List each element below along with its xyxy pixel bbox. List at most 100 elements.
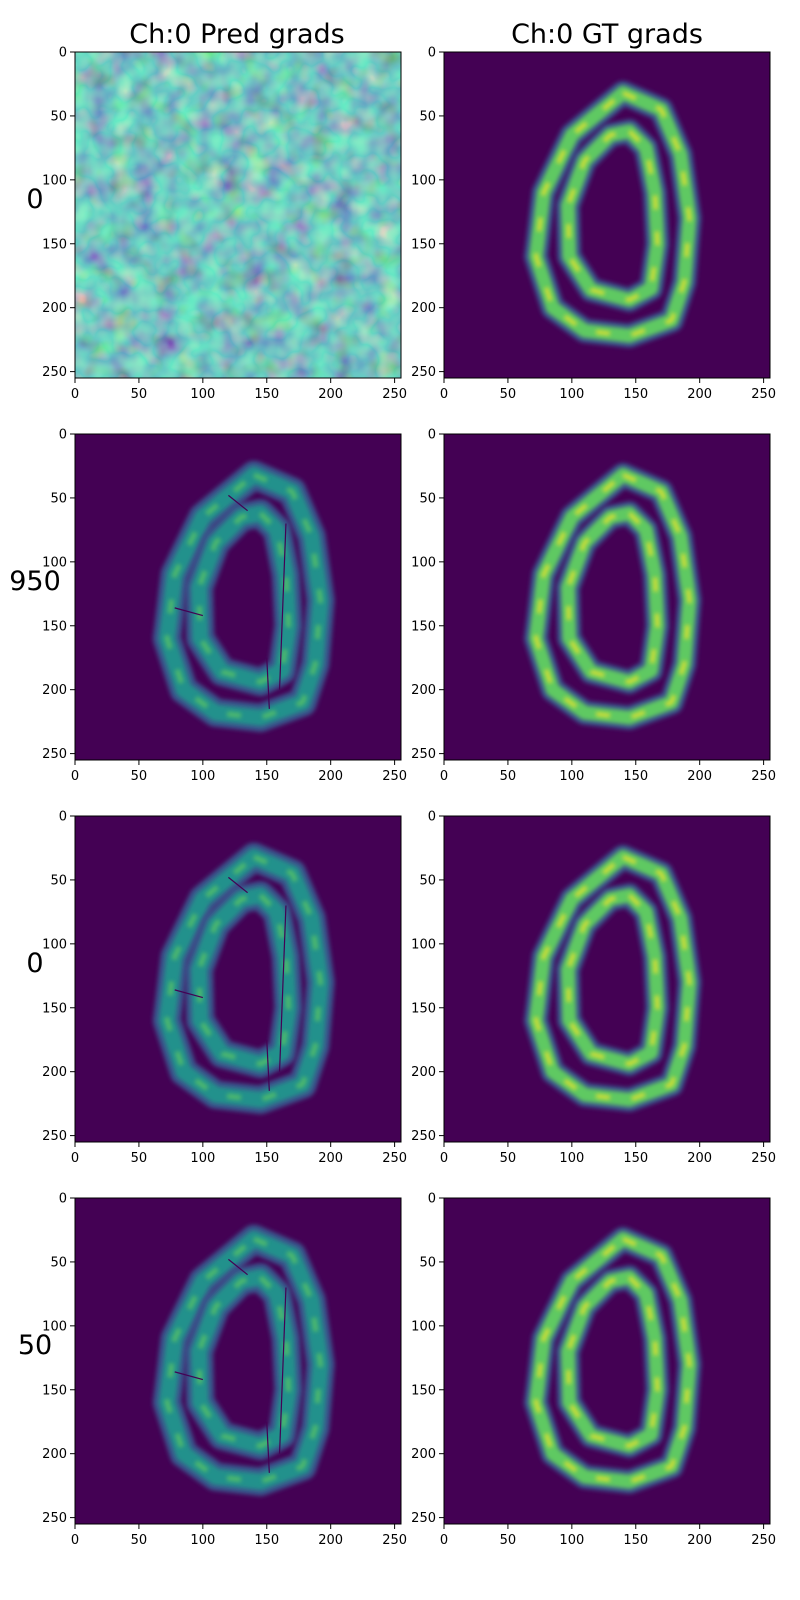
x-tick-label: 0: [71, 769, 79, 784]
gradient-seam: [228, 876, 248, 894]
x-tick-label: 200: [687, 1151, 712, 1166]
y-tick-label: 200: [411, 301, 436, 316]
heatmap-image: [444, 816, 770, 1142]
axes-frame: [443, 815, 771, 1143]
x-tick-label: 150: [623, 1151, 648, 1166]
subplot-r3-c1: 0 50 100 150 200 250 0 50 100 150 200 250: [411, 1192, 776, 1549]
x-tick-label: 50: [500, 769, 517, 784]
gradient-seam: [228, 494, 248, 512]
y-tick-label: 0: [428, 1192, 436, 1207]
y-tick-label: 100: [42, 173, 67, 188]
y-tick-label: 100: [42, 555, 67, 570]
y-tick-label: 150: [42, 1383, 67, 1398]
heatmap-image: [75, 434, 401, 760]
y-tick-label: 50: [419, 109, 436, 124]
y-tick-label: 200: [411, 1065, 436, 1080]
axes-frame: [443, 1197, 771, 1525]
y-tick-label: 250: [411, 1511, 436, 1526]
y-tick-label: 200: [42, 301, 67, 316]
x-tick-label: 200: [318, 1533, 343, 1548]
x-tick-label: 250: [382, 769, 407, 784]
x-tick-label: 100: [190, 387, 215, 402]
y-tick-label: 150: [42, 237, 67, 252]
axes-frame: [74, 433, 402, 761]
gradient-seam: [174, 989, 204, 999]
x-tick-label: 0: [440, 387, 448, 402]
y-tick-label: 200: [411, 683, 436, 698]
subplot-r3-c0: 0 50 100 150 200 250 0 50 100 150 200 250: [42, 1192, 407, 1549]
y-tick-label: 200: [42, 683, 67, 698]
heatmap-image: [75, 816, 401, 1142]
x-tick-label: 50: [500, 1533, 517, 1548]
ring-highlight: [533, 1236, 692, 1484]
y-tick-label: 250: [42, 365, 67, 380]
heatmap-image: [444, 52, 770, 378]
x-tick-label: 50: [131, 769, 148, 784]
gradient-seam: [278, 905, 287, 1072]
y-tick-label: 50: [50, 491, 67, 506]
x-tick-label: 250: [751, 1533, 776, 1548]
gradient-seam: [266, 657, 270, 709]
x-tick-label: 50: [500, 387, 517, 402]
x-tick-label: 100: [190, 769, 215, 784]
x-tick-label: 250: [751, 387, 776, 402]
y-tick-label: 150: [411, 237, 436, 252]
y-tick-label: 150: [411, 1383, 436, 1398]
y-tick-label: 50: [419, 491, 436, 506]
x-tick-label: 150: [254, 1151, 279, 1166]
y-tick-label: 0: [428, 428, 436, 443]
x-tick-label: 200: [318, 769, 343, 784]
x-tick-label: 0: [71, 387, 79, 402]
x-tick-label: 50: [131, 387, 148, 402]
subplot-r2-c1: 0 50 100 150 200 250 0 50 100 150 200 250: [411, 810, 776, 1167]
axes-frame: [443, 51, 771, 379]
axes-frame: [74, 815, 402, 1143]
y-tick-label: 200: [42, 1447, 67, 1462]
x-tick-label: 100: [559, 1151, 584, 1166]
heatmap-image: [444, 434, 770, 760]
y-tick-label: 0: [59, 428, 67, 443]
x-tick-label: 200: [318, 387, 343, 402]
inner-ring-band: [560, 124, 665, 308]
gradient-seam: [174, 1371, 204, 1381]
x-tick-label: 250: [751, 1151, 776, 1166]
x-tick-label: 0: [71, 1533, 79, 1548]
y-tick-label: 0: [59, 46, 67, 61]
y-tick-label: 200: [42, 1065, 67, 1080]
y-tick-label: 250: [411, 1129, 436, 1144]
y-tick-label: 150: [411, 1001, 436, 1016]
x-tick-label: 150: [254, 1533, 279, 1548]
inner-ring-band: [560, 888, 665, 1072]
ring-highlight: [533, 472, 692, 720]
x-tick-label: 150: [254, 769, 279, 784]
subplot-r1-c0: 0 50 100 150 200 250 0 50 100 150 200 250: [42, 428, 407, 785]
x-tick-label: 250: [382, 1533, 407, 1548]
gradient-seam: [228, 1258, 248, 1276]
x-tick-label: 100: [559, 769, 584, 784]
ring-highlight: [164, 854, 323, 1103]
y-tick-label: 0: [428, 810, 436, 825]
gradient-seam: [278, 523, 287, 690]
x-tick-label: 50: [131, 1533, 148, 1548]
y-tick-label: 250: [42, 1129, 67, 1144]
x-tick-label: 150: [623, 387, 648, 402]
heatmap-image: [75, 1198, 401, 1524]
y-tick-label: 100: [411, 1319, 436, 1334]
axes-frame: [74, 1197, 402, 1525]
ring-highlight: [164, 1236, 323, 1485]
x-tick-label: 0: [440, 1533, 448, 1548]
noise-heatmap: [75, 52, 401, 378]
inner-ring-band: [560, 1270, 665, 1454]
gradient-seam: [266, 1421, 270, 1473]
y-tick-label: 0: [428, 46, 436, 61]
row-label: 0: [26, 948, 43, 979]
x-tick-label: 250: [751, 769, 776, 784]
heatmap-image: [444, 1198, 770, 1524]
subplot-r1-c1: 0 50 100 150 200 250 0 50 100 150 200 250: [411, 428, 776, 785]
ring-highlight: [533, 854, 692, 1102]
y-tick-label: 100: [42, 1319, 67, 1334]
subplot-r0-c0: 0 50 100 150 200 250 0 50 100 150 200 250: [42, 46, 407, 403]
x-tick-label: 250: [382, 387, 407, 402]
y-tick-label: 200: [411, 1447, 436, 1462]
